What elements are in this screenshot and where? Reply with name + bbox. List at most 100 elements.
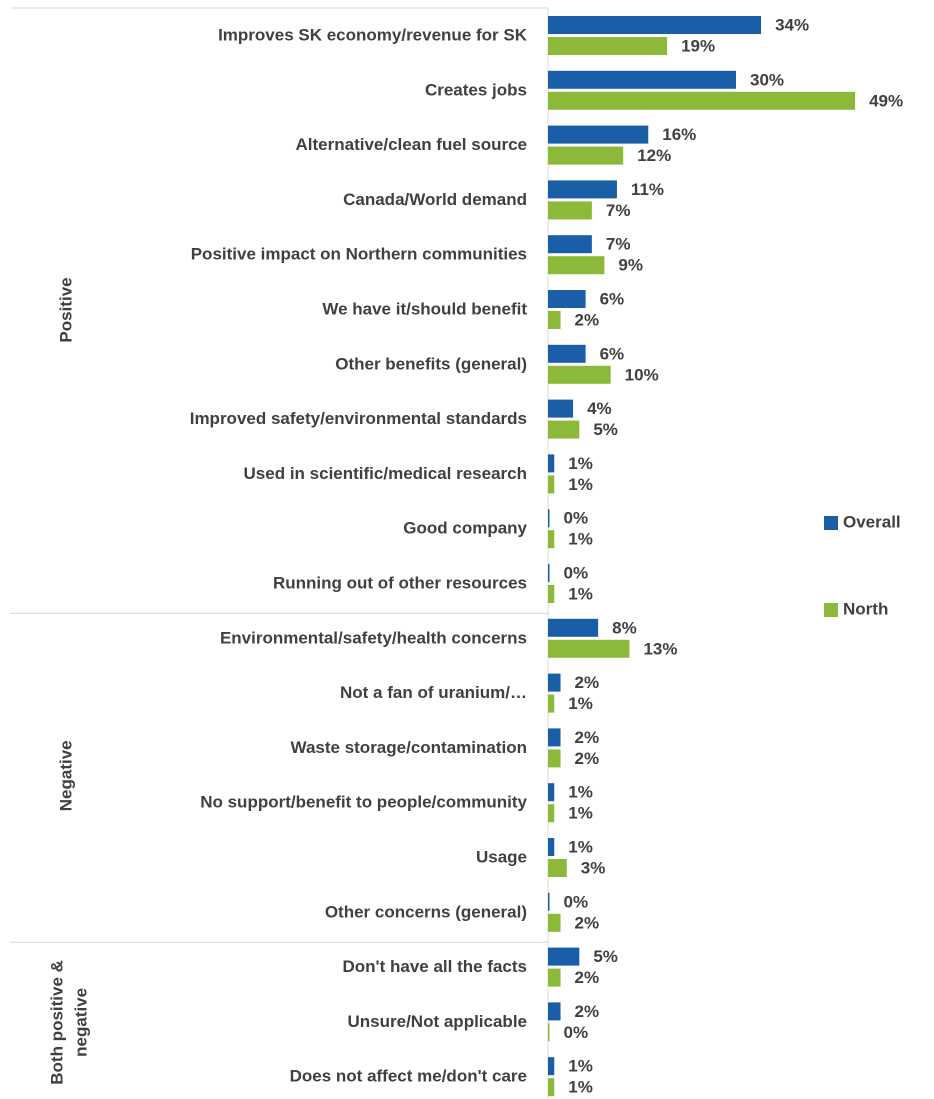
value-label: 0% [564, 1023, 589, 1042]
value-label: 2% [575, 968, 600, 987]
bar [548, 618, 599, 637]
bar [548, 968, 561, 987]
bar [548, 146, 624, 165]
value-label: 2% [575, 310, 600, 329]
category-label: Positive impact on Northern communities [191, 245, 527, 264]
category-label: Not a fan of uranium/… [340, 683, 527, 702]
category-label: Other concerns (general) [325, 902, 527, 921]
value-label: 1% [568, 837, 593, 856]
bar [548, 420, 580, 439]
bar [548, 892, 550, 911]
value-label: 7% [606, 235, 631, 254]
bar [548, 256, 605, 275]
bar [548, 585, 555, 603]
value-label: 30% [750, 70, 784, 89]
group-label: Positive [56, 277, 75, 342]
bar [548, 530, 555, 549]
bar [548, 639, 630, 658]
value-label: 2% [575, 673, 600, 692]
category-label: Good company [403, 519, 527, 538]
value-label: 6% [600, 344, 625, 363]
bar [548, 16, 762, 34]
group-label: Both positive & [47, 960, 66, 1085]
category-label: We have it/should benefit [322, 299, 527, 318]
bar [548, 947, 580, 966]
bar [548, 838, 555, 856]
value-label: 1% [568, 584, 593, 603]
bar [548, 344, 586, 363]
value-label: 6% [600, 289, 625, 308]
value-label: 16% [662, 125, 696, 144]
value-label: 1% [568, 783, 593, 802]
bar [548, 365, 611, 384]
bar [548, 125, 649, 144]
bar [548, 235, 592, 254]
value-label: 1% [568, 530, 593, 549]
value-label: 49% [869, 91, 903, 110]
value-label: 2% [575, 749, 600, 768]
category-label: Used in scientific/medical research [244, 464, 527, 483]
bar [548, 454, 555, 473]
category-label: Canada/World demand [343, 190, 527, 209]
category-label: Alternative/clean fuel source [296, 135, 527, 154]
legend-label: Overall [843, 512, 901, 531]
category-label: No support/benefit to people/community [200, 793, 527, 812]
bar [548, 728, 561, 747]
value-label: 1% [568, 694, 593, 713]
bar [548, 91, 856, 110]
bar [548, 673, 561, 692]
category-label: Unsure/Not applicable [348, 1012, 527, 1031]
bar [548, 475, 555, 494]
legend-swatch [824, 516, 838, 530]
bar [548, 1002, 561, 1021]
category-label: Environmental/safety/health concerns [220, 628, 527, 647]
bar [548, 70, 736, 89]
value-label: 7% [606, 201, 631, 220]
value-label: 0% [564, 509, 589, 528]
value-label: 2% [575, 1002, 600, 1021]
bar [548, 913, 561, 932]
value-label: 0% [564, 563, 589, 582]
value-label: 1% [568, 1057, 593, 1076]
value-label: 4% [587, 399, 612, 418]
value-label: 5% [593, 420, 618, 439]
category-label: Don't have all the facts [343, 957, 527, 976]
value-label: 1% [568, 804, 593, 823]
value-label: 8% [612, 618, 637, 637]
group-label: Negative [56, 740, 75, 811]
value-label: 5% [593, 947, 618, 966]
value-label: 1% [568, 475, 593, 494]
value-label: 13% [643, 639, 677, 658]
value-label: 34% [775, 15, 809, 34]
bar [548, 509, 550, 528]
bar [548, 311, 561, 329]
group-label: negative [71, 988, 90, 1057]
category-label: Improved safety/environmental standards [190, 409, 527, 428]
bar [548, 804, 555, 823]
category-label: Running out of other resources [273, 573, 527, 592]
bar [548, 290, 586, 308]
value-label: 1% [568, 454, 593, 473]
category-label: Waste storage/contamination [291, 738, 527, 757]
category-label: Does not affect me/don't care [290, 1067, 527, 1086]
bar [548, 399, 574, 418]
bar [548, 201, 592, 220]
bar [548, 749, 561, 768]
value-label: 12% [637, 146, 671, 165]
bar [548, 1078, 555, 1097]
value-label: 11% [631, 180, 664, 199]
category-label: Creates jobs [425, 80, 527, 99]
value-label: 3% [581, 858, 606, 877]
category-label: Improves SK economy/revenue for SK [218, 25, 528, 44]
legend-label: North [843, 599, 888, 618]
value-label: 2% [575, 913, 600, 932]
bar [548, 1057, 555, 1076]
value-label: 9% [618, 256, 643, 275]
value-label: 1% [568, 1078, 593, 1097]
bar [548, 783, 555, 802]
value-label: 19% [681, 36, 715, 55]
value-label: 2% [575, 728, 600, 747]
bar [548, 694, 555, 713]
bar [548, 180, 617, 199]
